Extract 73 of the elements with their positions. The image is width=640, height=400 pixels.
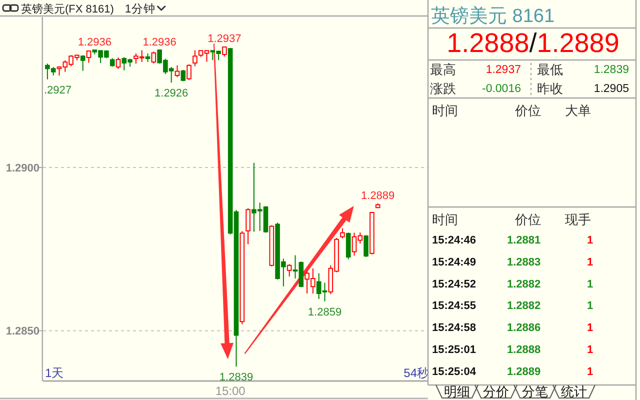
x-tick-label: 现手 [565, 212, 591, 227]
text: 昨收 [537, 81, 563, 96]
y-tick-label: 1.2850 [6, 326, 40, 338]
candlestick [269, 224, 274, 267]
y-tick-label: 15:24:52 [432, 278, 476, 290]
y-tick-label: 1.2900 [6, 162, 40, 174]
candlestick [116, 56, 121, 70]
y-axis-title: 时间 [432, 212, 458, 227]
annotation: 1.2936 [78, 36, 112, 48]
data-label: 1 [587, 256, 594, 268]
text: 明细 [444, 384, 470, 399]
candlestick [151, 51, 156, 64]
data-label: 1.2882 [507, 278, 541, 290]
x-tick-label: 15:00 [215, 384, 246, 398]
annotation: 1.2937 [208, 33, 242, 46]
candlestick [110, 58, 115, 68]
candlestick [340, 228, 345, 239]
text: 涨跌 [430, 81, 456, 96]
candlestick [174, 64, 180, 78]
text: 分笔 [522, 384, 548, 399]
data-label: 1.2881 [507, 234, 541, 246]
text: 1.2839 [594, 64, 629, 76]
y-tick-label: 15:24:46 [432, 234, 476, 246]
candlestick [192, 50, 198, 67]
chart-subtitle: 1分钟 [124, 2, 156, 16]
data-label: 1 [587, 322, 594, 334]
chart-title: 英镑美元(FX 8161) [21, 2, 114, 16]
data-label: 1.2889 [507, 366, 541, 378]
candlestick [246, 208, 250, 245]
text: 1.2905 [594, 83, 629, 95]
y-tick-label: 15:25:01 [432, 344, 476, 356]
text: 分价 [483, 384, 509, 399]
candlestick [286, 264, 292, 278]
candlestick [370, 211, 374, 255]
candlestick [346, 232, 351, 260]
annotation: 1天 [45, 366, 64, 380]
candlestick [80, 54, 86, 72]
text: 英镑美元 8161 [431, 5, 555, 27]
annotation: 1.2926 [154, 88, 188, 100]
data-label: 1 [587, 366, 594, 378]
data-label: 1.2883 [507, 256, 541, 268]
candlestick [86, 50, 92, 64]
candlestick [222, 46, 227, 57]
candlestick [364, 234, 368, 258]
text: 大单 [565, 103, 591, 118]
data-label: 1.2888 [507, 344, 541, 356]
candlestick [240, 230, 245, 325]
data-label: 1.2886 [507, 322, 541, 334]
data-label: 1.2882 [507, 300, 541, 312]
annotation: 1.2936 [142, 36, 176, 48]
data-label: 1 [587, 234, 594, 246]
text: 1.2937 [486, 64, 521, 76]
text: 统计 [561, 384, 587, 399]
data-label: 1 [587, 278, 594, 290]
text: 1.2888/1.2889 [446, 28, 620, 58]
y-tick-label: 15:24:49 [432, 256, 476, 268]
y-tick-label: 15:24:58 [432, 322, 476, 334]
text: -0.0016 [482, 83, 521, 95]
y-tick-label: 15:24:55 [432, 300, 476, 312]
candlestick [186, 64, 192, 81]
annotation: .2927 [44, 84, 72, 96]
candlestick [375, 202, 380, 208]
text: 最高 [430, 62, 456, 77]
data-label: 1 [587, 344, 594, 356]
y-tick-label: 15:25:04 [432, 366, 477, 378]
annotation: 1.2859 [308, 306, 342, 318]
text: 价位 [514, 103, 541, 118]
annotation: 1.2889 [361, 190, 395, 202]
annotation: 1.2839 [219, 372, 254, 384]
text: 最低 [537, 62, 563, 77]
candlestick [145, 53, 150, 63]
data-label: 1 [587, 300, 594, 312]
text: 时间 [432, 103, 458, 118]
